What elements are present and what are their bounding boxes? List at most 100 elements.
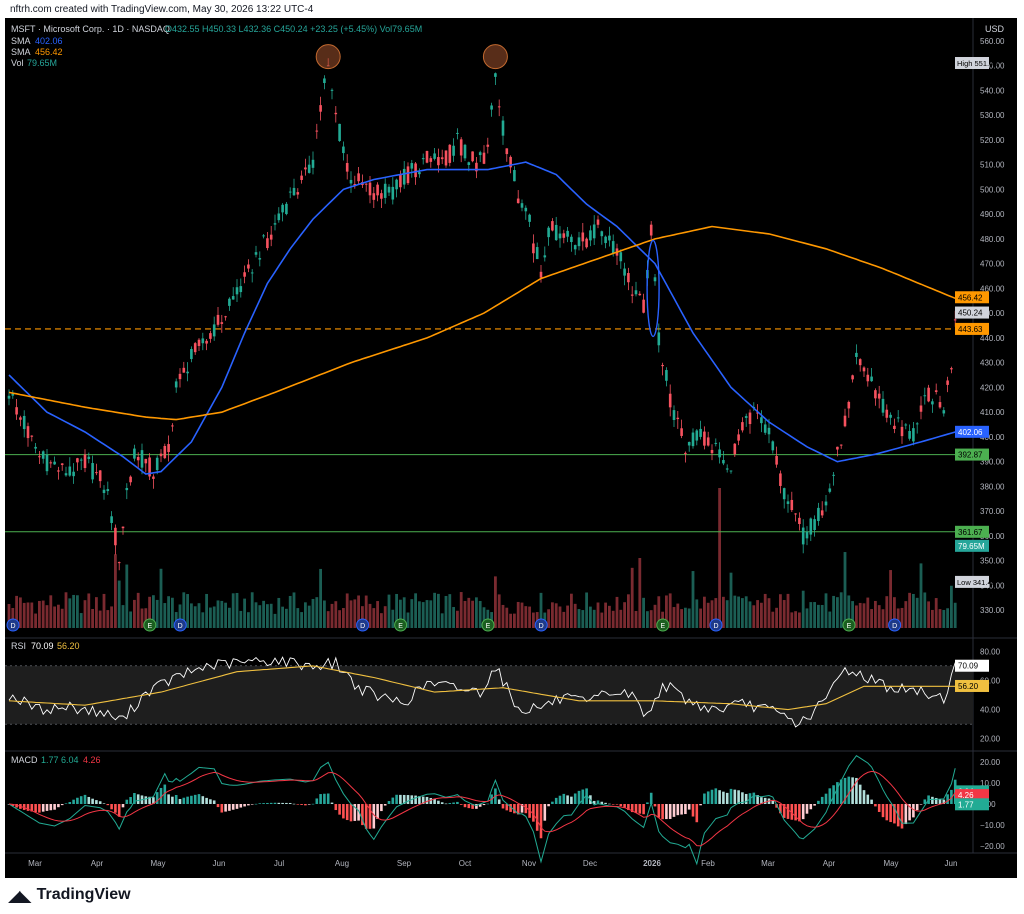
candle-body <box>843 415 847 427</box>
time-axis-label: Mar <box>761 859 775 868</box>
rsi-pane[interactable] <box>5 656 973 728</box>
volume-bar <box>581 610 585 628</box>
candle-body <box>585 238 588 248</box>
volume-bar <box>619 609 623 628</box>
candle-body <box>41 451 45 459</box>
volume-bar <box>212 606 216 628</box>
candle-body <box>870 376 873 382</box>
volume-bar <box>877 605 881 628</box>
macd-histogram-bar <box>209 799 212 804</box>
volume-bar <box>326 611 330 628</box>
volume-bar <box>76 595 79 628</box>
volume-bar <box>611 610 615 628</box>
macd-histogram-bar <box>779 804 782 814</box>
price-label-box <box>955 291 989 304</box>
candle-body <box>695 430 699 441</box>
macd-histogram-bar <box>163 784 167 804</box>
credit-line: nftrh.com created with TradingView.com, … <box>10 4 314 15</box>
candle-body <box>197 339 201 346</box>
macd-histogram-bar <box>315 798 319 804</box>
volume-bar <box>809 602 813 628</box>
candle-body <box>691 432 695 447</box>
macd-histogram-bar <box>782 804 786 818</box>
macd-histogram-bar <box>102 803 106 804</box>
volume-bar <box>923 592 927 628</box>
macd-histogram-bar <box>125 799 129 804</box>
candle-body <box>687 441 691 446</box>
macd-histogram-bar <box>843 777 847 804</box>
macd-histogram-bar <box>695 804 699 823</box>
volume-bar <box>357 595 360 628</box>
candle-body <box>497 106 501 108</box>
chart-svg[interactable]: D E D D E E D E D E D 560.00 550.00 540.00 530.00 520.… <box>5 18 1017 878</box>
volume-bar <box>520 602 524 628</box>
volume-bar <box>748 601 752 628</box>
volume-bar <box>53 606 56 628</box>
macd-histogram-bar <box>288 802 292 804</box>
volume-bar <box>269 603 273 628</box>
candle-body <box>133 448 136 459</box>
candle-body <box>357 173 360 182</box>
candle-body <box>471 151 474 162</box>
dividend-badge <box>356 618 370 632</box>
candle-body <box>106 489 110 492</box>
macd-histogram-bar <box>136 794 140 804</box>
volume-bar <box>136 592 140 628</box>
volume-bar <box>585 592 588 628</box>
macd-histogram-bar <box>729 788 733 804</box>
volume-bar <box>874 600 877 628</box>
macd-histogram-bar <box>174 795 178 804</box>
candle-body <box>714 442 718 444</box>
volume-bar <box>471 600 474 628</box>
volume-bar <box>600 612 604 628</box>
volume-bar <box>15 595 18 628</box>
macd-histogram-bar <box>877 804 881 812</box>
chart-frame[interactable]: D E D D E E D E D E D 560.00 550.00 540.00 530.00 520.… <box>5 18 1017 878</box>
candle-body <box>801 527 805 545</box>
macd-pane[interactable] <box>7 755 957 866</box>
macd-histogram-bar <box>524 804 528 814</box>
volume-label: Vol <box>11 58 24 68</box>
volume-bar <box>224 602 227 628</box>
macd-histogram-bar <box>801 804 805 820</box>
peak-marker-2 <box>482 44 508 70</box>
candle-body <box>482 152 486 164</box>
candle-body <box>824 501 828 506</box>
volume-bar <box>615 596 619 628</box>
macd-histogram-bar <box>532 804 535 822</box>
candle-body <box>148 457 151 477</box>
macd-histogram-bar <box>342 804 345 819</box>
price-tick-label: 410.00 <box>980 408 1005 417</box>
volume-bar <box>133 599 136 628</box>
macd-histogram-bar <box>456 801 459 804</box>
volume-bar <box>798 612 801 628</box>
sma-fast-line <box>8 161 956 475</box>
macd-histogram-bar <box>338 804 341 815</box>
volume-bar <box>323 600 326 628</box>
macd-histogram-bar <box>106 804 110 806</box>
volume-bar <box>893 597 896 628</box>
volume-bar <box>440 613 444 628</box>
time-axis-label: Aug <box>335 859 349 868</box>
candle-body <box>163 445 167 459</box>
price-tick-label: 490.00 <box>980 210 1005 219</box>
macd-histogram-bar <box>714 788 718 804</box>
macd-label-box <box>955 798 989 811</box>
candle-body <box>231 296 235 300</box>
candle-body <box>539 271 543 278</box>
price-tick-label: 500.00 <box>980 185 1005 194</box>
volume-bar <box>839 592 843 628</box>
candle-body <box>562 233 566 238</box>
candle-body <box>608 235 611 241</box>
volume-bar <box>49 595 53 628</box>
macd-histogram-bar <box>68 802 72 804</box>
price-tick-label: 550.00 <box>980 62 1005 71</box>
candle-body <box>448 144 452 163</box>
candle-body <box>391 186 395 200</box>
candle-body <box>440 157 444 160</box>
candle-body <box>756 412 759 414</box>
candle-body <box>254 252 258 255</box>
candle-body <box>528 214 531 222</box>
macd-histogram-bar <box>224 804 227 812</box>
